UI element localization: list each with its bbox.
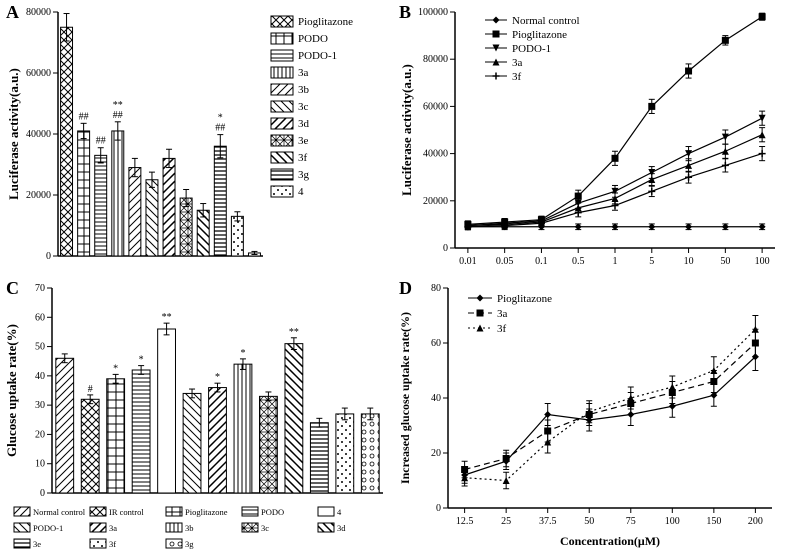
svg-text:3g: 3g — [298, 169, 310, 181]
svg-text:Pioglitazone: Pioglitazone — [185, 507, 228, 517]
svg-text:12.5: 12.5 — [456, 516, 474, 527]
svg-text:20: 20 — [35, 429, 45, 440]
svg-text:3f: 3f — [497, 323, 507, 335]
svg-text:0: 0 — [46, 251, 51, 262]
svg-text:0: 0 — [443, 243, 448, 254]
svg-text:100: 100 — [665, 516, 680, 527]
svg-text:20000: 20000 — [26, 190, 51, 201]
svg-text:3c: 3c — [261, 523, 269, 533]
svg-text:60000: 60000 — [423, 101, 448, 112]
svg-text:#: # — [88, 384, 93, 395]
svg-text:Normal control: Normal control — [33, 507, 86, 517]
svg-text:20000: 20000 — [423, 196, 448, 207]
svg-text:150: 150 — [706, 516, 721, 527]
svg-text:*: * — [240, 348, 245, 359]
svg-text:80000: 80000 — [423, 54, 448, 65]
svg-text:##: ## — [79, 111, 89, 122]
svg-text:3a: 3a — [512, 57, 523, 69]
panel-label-d: D — [399, 278, 412, 299]
panel-label-a: A — [6, 2, 19, 23]
svg-text:3e: 3e — [298, 135, 309, 147]
svg-text:4: 4 — [298, 186, 304, 198]
svg-text:Luciferase activity(a.u.): Luciferase activity(a.u.) — [6, 68, 21, 200]
svg-text:0: 0 — [40, 488, 45, 499]
svg-text:3d: 3d — [337, 523, 346, 533]
svg-text:3e: 3e — [33, 539, 41, 549]
svg-text:60000: 60000 — [26, 68, 51, 79]
svg-text:*: * — [113, 363, 118, 374]
svg-text:IR control: IR control — [109, 507, 144, 517]
svg-text:3b: 3b — [298, 84, 310, 96]
svg-text:Increased glucose uptake rate(: Increased glucose uptake rate(%) — [398, 312, 412, 484]
svg-text:3f: 3f — [512, 71, 522, 83]
svg-text:80: 80 — [431, 283, 441, 294]
svg-text:100: 100 — [755, 256, 770, 267]
svg-text:0.01: 0.01 — [459, 256, 477, 267]
svg-text:Concentration(μM): Concentration(μM) — [560, 534, 660, 548]
svg-text:40000: 40000 — [423, 149, 448, 160]
svg-text:##: ## — [96, 136, 106, 147]
svg-text:50: 50 — [720, 256, 730, 267]
svg-text:0.1: 0.1 — [535, 256, 548, 267]
svg-text:PODO-1: PODO-1 — [33, 523, 63, 533]
svg-text:*: * — [215, 372, 220, 383]
panel-label-b: B — [399, 2, 411, 23]
svg-text:40000: 40000 — [26, 129, 51, 140]
svg-text:PODO-1: PODO-1 — [512, 43, 551, 55]
svg-text:80000: 80000 — [26, 7, 51, 18]
svg-text:PODO-1: PODO-1 — [298, 50, 337, 62]
svg-text:Pioglitazone: Pioglitazone — [497, 293, 552, 305]
svg-text:3g: 3g — [185, 539, 194, 549]
svg-text:3a: 3a — [109, 523, 117, 533]
svg-text:37.5: 37.5 — [539, 516, 557, 527]
svg-text:0: 0 — [436, 503, 441, 514]
svg-text:3f: 3f — [298, 152, 308, 164]
svg-text:75: 75 — [626, 516, 636, 527]
svg-text:3f: 3f — [109, 539, 116, 549]
svg-text:20: 20 — [431, 448, 441, 459]
svg-text:3a: 3a — [497, 308, 508, 320]
svg-text:PODO: PODO — [298, 33, 328, 45]
svg-text:0.05: 0.05 — [496, 256, 514, 267]
svg-text:10: 10 — [684, 256, 694, 267]
svg-text:3a: 3a — [298, 67, 309, 79]
svg-text:**: ** — [162, 312, 172, 323]
svg-text:40: 40 — [431, 393, 441, 404]
svg-text:PODO: PODO — [261, 507, 284, 517]
svg-text:4: 4 — [337, 507, 342, 517]
svg-text:1: 1 — [613, 256, 618, 267]
svg-text:Pioglitazone: Pioglitazone — [298, 16, 353, 28]
svg-text:##: ## — [113, 110, 123, 121]
svg-text:0.5: 0.5 — [572, 256, 585, 267]
svg-text:##: ## — [215, 123, 225, 134]
svg-text:70: 70 — [35, 283, 45, 294]
svg-text:25: 25 — [501, 516, 511, 527]
svg-text:10: 10 — [35, 459, 45, 470]
svg-text:*: * — [139, 355, 144, 366]
svg-text:30: 30 — [35, 400, 45, 411]
svg-text:Normal control: Normal control — [512, 15, 580, 27]
svg-text:60: 60 — [35, 312, 45, 323]
svg-text:Pioglitazone: Pioglitazone — [512, 29, 567, 41]
svg-text:**: ** — [289, 327, 299, 338]
svg-text:3d: 3d — [298, 118, 310, 130]
svg-text:5: 5 — [649, 256, 654, 267]
svg-text:100000: 100000 — [418, 7, 448, 18]
svg-text:50: 50 — [35, 342, 45, 353]
svg-text:Luciferase activity(a.u.): Luciferase activity(a.u.) — [399, 64, 414, 196]
svg-text:50: 50 — [584, 516, 594, 527]
svg-text:40: 40 — [35, 371, 45, 382]
svg-text:Glucose uptake rate(%): Glucose uptake rate(%) — [4, 324, 19, 457]
svg-text:200: 200 — [748, 516, 763, 527]
svg-text:60: 60 — [431, 338, 441, 349]
panel-label-c: C — [6, 278, 19, 299]
svg-text:3b: 3b — [185, 523, 194, 533]
svg-text:3c: 3c — [298, 101, 309, 113]
